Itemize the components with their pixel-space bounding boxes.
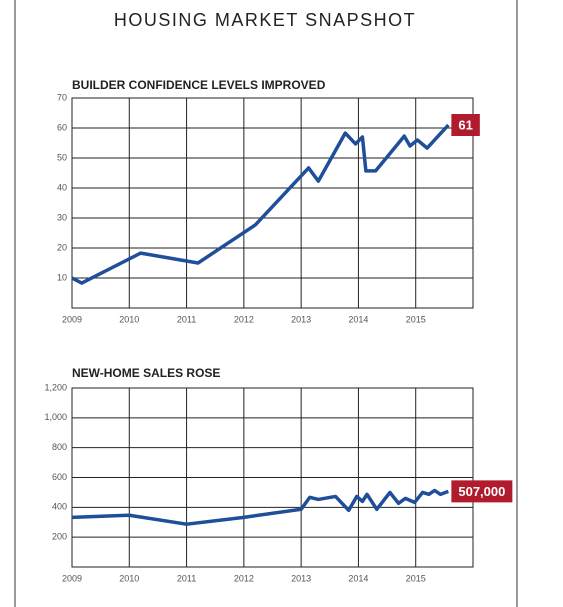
chart-title: NEW-HOME SALES ROSE: [72, 366, 220, 380]
page-title: HOUSING MARKET SNAPSHOT: [114, 10, 416, 30]
series-line: [71, 488, 449, 526]
x-tick-label: 2011: [177, 573, 196, 583]
y-tick-label: 200: [52, 532, 67, 542]
x-tick-label: 2011: [177, 314, 196, 324]
value-label: 61: [458, 117, 472, 132]
x-tick-label: 2010: [119, 573, 139, 583]
y-tick-label: 800: [52, 442, 67, 452]
x-tick-label: 2009: [62, 573, 82, 583]
x-tick-label: 2013: [291, 314, 311, 324]
y-tick-label: 10: [57, 272, 67, 282]
x-tick-label: 2015: [406, 573, 426, 583]
x-tick-label: 2014: [348, 573, 368, 583]
plot-frame: [71, 97, 474, 309]
value-label-box: [451, 480, 513, 503]
x-tick-label: 2013: [291, 573, 311, 583]
y-tick-label: 600: [52, 472, 67, 482]
y-tick-label: 70: [57, 92, 67, 102]
x-tick-label: 2012: [234, 573, 254, 583]
x-tick-label: 2014: [348, 314, 368, 324]
x-tick-label: 2010: [119, 314, 139, 324]
y-tick-label: 50: [57, 152, 67, 162]
y-tick-label: 60: [57, 122, 67, 132]
y-tick-label: 40: [57, 182, 67, 192]
series-line: [71, 123, 450, 285]
y-tick-label: 1,200: [44, 382, 67, 392]
chart-title: BUILDER CONFIDENCE LEVELS IMPROVED: [72, 78, 326, 92]
value-label: 507,000: [458, 484, 505, 499]
x-tick-label: 2009: [62, 314, 82, 324]
y-tick-label: 30: [57, 212, 67, 222]
x-tick-label: 2015: [406, 314, 426, 324]
value-label-box: [451, 114, 480, 136]
x-tick-label: 2012: [234, 314, 254, 324]
y-tick-label: 400: [52, 502, 67, 512]
y-tick-label: 1,000: [44, 412, 67, 422]
y-tick-label: 20: [57, 242, 67, 252]
